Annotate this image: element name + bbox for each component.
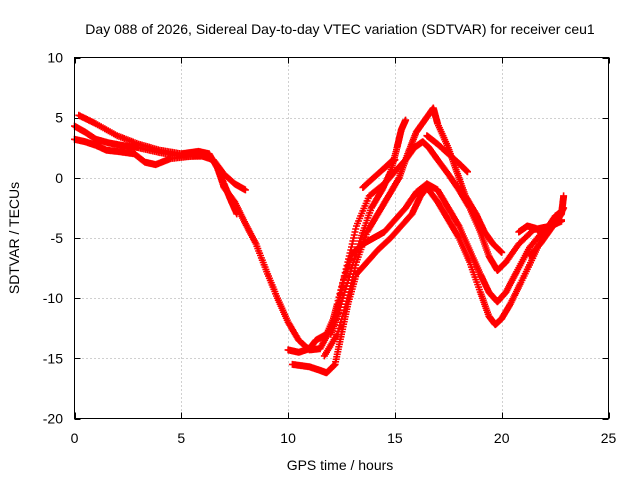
y-tick-label: -15 xyxy=(43,350,63,366)
y-axis-label: SDTVAR / TECUs xyxy=(6,182,22,294)
series-markers xyxy=(320,104,506,360)
series-markers xyxy=(75,111,565,354)
series-track-5 xyxy=(288,184,565,377)
series-track-11 xyxy=(526,204,568,260)
y-tick-label: 10 xyxy=(47,50,63,66)
series-track-4 xyxy=(284,180,565,356)
series-markers xyxy=(288,184,565,377)
x-tick-label: 10 xyxy=(280,430,296,446)
chart-title: Day 088 of 2026, Sidereal Day-to-day VTE… xyxy=(85,21,595,37)
x-tick-labels: 0 5 10 15 20 25 xyxy=(71,430,617,446)
series-track-6 xyxy=(320,104,506,360)
grid-lines xyxy=(74,57,609,419)
x-tick-label: 0 xyxy=(71,430,79,446)
series-markers xyxy=(284,180,565,356)
y-tick-labels: -20 -15 -10 -5 0 5 10 xyxy=(43,50,63,427)
y-tick-label: -10 xyxy=(43,290,63,306)
data-series xyxy=(71,104,568,377)
series-track-3 xyxy=(75,111,565,354)
plot-frame xyxy=(74,57,609,419)
series-markers xyxy=(526,204,568,260)
x-tick-label: 20 xyxy=(494,430,510,446)
y-tick-label: -20 xyxy=(43,411,63,427)
x-tick-label: 5 xyxy=(177,430,185,446)
x-tick-label: 15 xyxy=(387,430,403,446)
axis-ticks xyxy=(74,57,610,420)
y-tick-label: 0 xyxy=(55,170,63,186)
series-track-7 xyxy=(327,116,410,338)
y-tick-label: 5 xyxy=(55,110,63,126)
x-axis-label: GPS time / hours xyxy=(287,457,394,473)
series-markers xyxy=(423,132,471,176)
y-tick-label: -5 xyxy=(51,230,64,246)
series-track-9 xyxy=(423,132,471,176)
series-track-8 xyxy=(359,156,399,191)
series-markers xyxy=(327,116,410,338)
x-tick-label: 25 xyxy=(601,430,617,446)
series-markers xyxy=(359,156,399,191)
